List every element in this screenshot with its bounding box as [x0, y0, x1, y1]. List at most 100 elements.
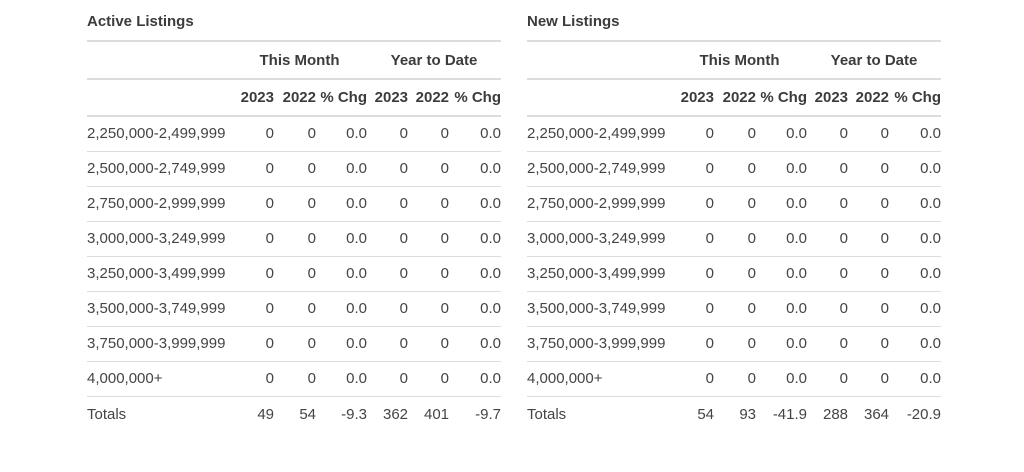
column-header: 2023	[672, 79, 714, 117]
value-cell: 0	[714, 326, 756, 362]
value-cell: 0.0	[316, 151, 368, 187]
table-row: 2,750,000-2,999,999 0 0 0.0 0 0 0.0	[527, 186, 942, 222]
totals-value-cell: 54	[299, 405, 316, 423]
price-range-label: 2,750,000-2,999,999	[87, 186, 232, 222]
value-cell: 0	[672, 326, 714, 362]
value-cell: 0.0	[889, 221, 942, 257]
group-header-this-month: This Month	[232, 42, 368, 80]
price-range-label: 2,500,000-2,749,999	[87, 151, 232, 187]
value-cell: 0	[714, 291, 756, 327]
totals-value-cell: 401	[423, 405, 450, 423]
value-cell: 0.0	[449, 221, 502, 257]
value-cell: 0	[232, 151, 274, 187]
value-cell: 0	[848, 186, 890, 222]
value-cell: 0	[367, 326, 409, 362]
listings-report: Active Listings This Month Year to Date …	[87, 8, 942, 432]
value-cell: 0	[274, 186, 316, 222]
column-header: 2022	[274, 79, 316, 117]
value-cell: 0	[672, 151, 714, 187]
column-header: 2022	[848, 79, 890, 117]
value-cell: 0	[714, 116, 756, 152]
table-row: 2,750,000-2,999,999 0 0 0.0 0 0 0.0	[87, 186, 502, 222]
totals-row: Totals 54 93 -41.9 288 364 -20.9	[527, 396, 941, 432]
totals-value-cell: 362	[382, 405, 409, 423]
price-range-label: 2,750,000-2,999,999	[527, 186, 672, 222]
value-cell: 0	[408, 326, 450, 362]
column-header: 2023	[232, 79, 274, 117]
value-cell: 0	[408, 361, 450, 397]
value-cell: 0.0	[889, 186, 942, 222]
value-cell: 0.0	[449, 256, 502, 292]
value-cell: 0	[232, 291, 274, 327]
price-range-label: 3,750,000-3,999,999	[527, 326, 672, 362]
column-header: % Chg	[889, 79, 942, 117]
column-header-spacer	[87, 79, 232, 117]
value-cell: 0.0	[756, 256, 808, 292]
value-cell: 0	[672, 361, 714, 397]
table-row: 2,500,000-2,749,999 0 0 0.0 0 0 0.0	[527, 151, 942, 187]
table-row: 3,500,000-3,749,999 0 0 0.0 0 0 0.0	[527, 291, 942, 327]
totals-label: Totals	[87, 405, 127, 423]
value-cell: 0.0	[889, 326, 942, 362]
totals-value-cell: 54	[697, 405, 714, 423]
table-row: 3,750,000-3,999,999 0 0 0.0 0 0 0.0	[87, 326, 502, 362]
group-header-year-to-date: Year to Date	[807, 42, 942, 80]
column-header: 2022	[714, 79, 756, 117]
value-cell: 0.0	[449, 291, 502, 327]
column-header: 2023	[807, 79, 849, 117]
value-cell: 0	[672, 116, 714, 152]
value-cell: 0	[274, 256, 316, 292]
price-range-label: 2,500,000-2,749,999	[527, 151, 672, 187]
value-cell: 0	[232, 256, 274, 292]
group-header-spacer	[527, 42, 672, 80]
value-cell: 0.0	[449, 361, 502, 397]
table-body: 2,250,000-2,499,999 0 0 0.0 0 0 0.0 2,500,000-2…	[527, 116, 942, 432]
value-cell: 0	[672, 186, 714, 222]
table-row: 3,000,000-3,249,999 0 0 0.0 0 0 0.0	[87, 221, 502, 257]
column-header-row: 2023 2022% Chg 2023 2022% Chg	[87, 79, 502, 117]
price-range-label: 2,250,000-2,499,999	[87, 116, 232, 152]
totals-value-cell: -9.3	[341, 405, 368, 423]
value-cell: 0	[848, 361, 890, 397]
price-range-label: 3,750,000-3,999,999	[87, 326, 232, 362]
column-header-row: 2023 2022% Chg 2023 2022% Chg	[527, 79, 942, 117]
value-cell: 0	[408, 291, 450, 327]
listing-table-section: New Listings This Month Year to Date 202…	[527, 8, 942, 432]
value-cell: 0	[807, 186, 849, 222]
value-cell: 0	[848, 221, 890, 257]
value-cell: 0	[367, 186, 409, 222]
value-cell: 0	[807, 256, 849, 292]
totals-label: Totals	[527, 405, 567, 423]
table-header: This Month Year to Date 2023 2022% Chg 202…	[527, 42, 942, 117]
group-header-row: This Month Year to Date	[87, 42, 502, 80]
value-cell: 0	[672, 221, 714, 257]
value-cell: 0.0	[889, 256, 942, 292]
value-cell: 0.0	[756, 221, 808, 257]
value-cell: 0.0	[449, 186, 502, 222]
value-cell: 0	[714, 186, 756, 222]
value-cell: 0	[672, 256, 714, 292]
price-range-label: 4,000,000+	[87, 361, 232, 397]
value-cell: 0.0	[756, 151, 808, 187]
value-cell: 0.0	[889, 291, 942, 327]
value-cell: 0	[714, 256, 756, 292]
price-range-label: 3,000,000-3,249,999	[87, 221, 232, 257]
price-range-label: 3,500,000-3,749,999	[87, 291, 232, 327]
group-header-spacer	[87, 42, 232, 80]
listing-table: This Month Year to Date 2023 2022% Chg 202…	[87, 42, 502, 432]
value-cell: 0.0	[316, 256, 368, 292]
column-header: % Chg	[756, 79, 808, 117]
value-cell: 0	[367, 291, 409, 327]
value-cell: 0	[807, 361, 849, 397]
price-range-label: 4,000,000+	[527, 361, 672, 397]
column-header: 2023	[367, 79, 409, 117]
value-cell: 0	[807, 326, 849, 362]
value-cell: 0	[274, 151, 316, 187]
value-cell: 0.0	[316, 221, 368, 257]
value-cell: 0	[232, 221, 274, 257]
value-cell: 0.0	[449, 116, 502, 152]
value-cell: 0	[848, 151, 890, 187]
value-cell: 0.0	[756, 326, 808, 362]
value-cell: 0	[714, 221, 756, 257]
value-cell: 0.0	[756, 186, 808, 222]
